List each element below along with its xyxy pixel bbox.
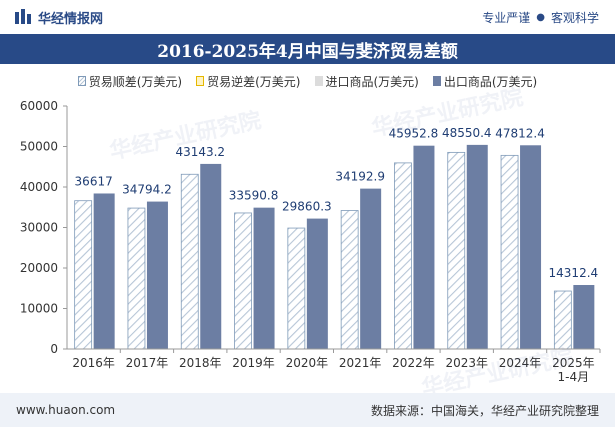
surplus-bar — [500, 154, 519, 350]
footer-source: 数据来源：中国海关，华经产业研究院整理 — [370, 403, 599, 418]
data-label: 14312.4 — [549, 266, 599, 280]
y-tick-label: 60000 — [20, 99, 58, 113]
legend-label-import: 进口商品(万美元) — [325, 74, 419, 89]
chart-title: 2016-2025年4月中国与斐济贸易差额 — [157, 41, 458, 62]
footer-site-link[interactable]: www.huaon.com — [16, 403, 116, 417]
footer: www.huaon.com 数据来源：中国海关，华经产业研究院整理 — [0, 393, 615, 427]
x-tick-label: 2023年 — [445, 356, 488, 370]
legend-item-surplus: 贸易顺差(万美元) — [77, 73, 183, 90]
surplus-bar — [234, 212, 252, 350]
x-tick-label: 2022年 — [392, 356, 435, 370]
data-label: 34794.2 — [122, 183, 172, 197]
y-tick-label: 10000 — [20, 302, 58, 316]
export-bar — [253, 207, 275, 349]
surplus-bar — [180, 173, 199, 350]
y-tick-label: 20000 — [20, 261, 58, 275]
x-axis: 2016年 2017年 2018年 2019年 2020年 2021年 2022年 2023年… — [67, 348, 601, 384]
export-bar — [146, 201, 168, 349]
x-tick-label: 2020年 — [286, 356, 329, 370]
surplus-bar — [340, 210, 359, 350]
data-label: 33590.8 — [229, 189, 279, 203]
brand-logo-icon — [15, 9, 31, 24]
x-tick-label: 2019年 — [232, 356, 275, 370]
export-bar — [200, 163, 222, 349]
data-label: 48550.4 — [442, 126, 492, 140]
x-tick-label: 2021年 — [339, 356, 382, 370]
data-label: 43143.2 — [175, 145, 225, 159]
y-tick-label: 40000 — [20, 180, 58, 194]
surplus-bar — [553, 290, 572, 350]
tagline: 专业严谨 ● 客观科学 — [482, 9, 599, 26]
export-bar — [306, 218, 328, 349]
data-label: 29860.3 — [282, 200, 332, 214]
tagline-item-2: 客观科学 — [550, 10, 599, 25]
y-tick-label: 30000 — [20, 221, 58, 235]
tagline-item-1: 专业严谨 — [482, 10, 531, 25]
legend-item-deficit: 贸易逆差(万美元) — [196, 73, 301, 90]
legend-swatch-deficit — [196, 76, 205, 86]
export-bar — [520, 145, 542, 349]
export-bar — [413, 145, 435, 349]
legend-label-surplus: 贸易顺差(万美元) — [88, 74, 183, 89]
bar-chart: 0 10000 20000 30000 40000 50000 60000 36617 347… — [20, 99, 601, 384]
data-label: 45952.8 — [389, 127, 439, 141]
legend-label-deficit: 贸易逆差(万美元) — [207, 74, 301, 89]
export-bar — [466, 144, 488, 349]
x-tick-label: 2017年 — [126, 356, 169, 370]
x-tick-label: 2016年 — [72, 356, 115, 370]
x-tick-label: 1-4月 — [558, 370, 590, 384]
x-tick-label: 2018年 — [179, 356, 222, 370]
y-tick-label: 50000 — [20, 140, 58, 154]
x-tick-label: 2025年 — [552, 356, 595, 370]
data-label: 36617 — [75, 174, 113, 188]
y-tick-label: 0 — [50, 342, 58, 356]
surplus-bar — [127, 207, 146, 350]
export-bar — [93, 193, 115, 349]
legend-item-export: 出口商品(万美元) — [432, 73, 538, 90]
surplus-bar — [394, 162, 412, 350]
surplus-bar — [74, 200, 93, 350]
export-bar — [360, 188, 382, 349]
surplus-bar — [287, 227, 306, 350]
legend-swatch-surplus — [77, 76, 86, 86]
brand: 华经情报网 — [14, 8, 103, 27]
y-axis: 0 10000 20000 30000 40000 50000 60000 — [20, 99, 68, 356]
legend-swatch-export — [432, 76, 441, 86]
export-bar — [573, 285, 595, 349]
title-bar: 2016-2025年4月中国与斐济贸易差额 — [0, 34, 615, 64]
x-tick-label: 2024年 — [499, 356, 542, 370]
data-label: 47812.4 — [495, 126, 545, 140]
surplus-bar — [447, 151, 466, 350]
dot-separator-icon: ● — [536, 11, 545, 23]
legend-item-import: 进口商品(万美元) — [314, 73, 419, 90]
data-label: 34192.9 — [335, 170, 385, 184]
chart-legend: 贸易顺差(万美元) 贸易逆差(万美元) 进口商品(万美元) 出口商品(万美元) — [0, 70, 615, 92]
legend-swatch-import — [314, 76, 323, 86]
top-bar: 华经情报网 专业严谨 ● 客观科学 — [0, 0, 615, 34]
legend-label-export: 出口商品(万美元) — [443, 74, 538, 89]
brand-name: 华经情报网 — [38, 11, 104, 27]
